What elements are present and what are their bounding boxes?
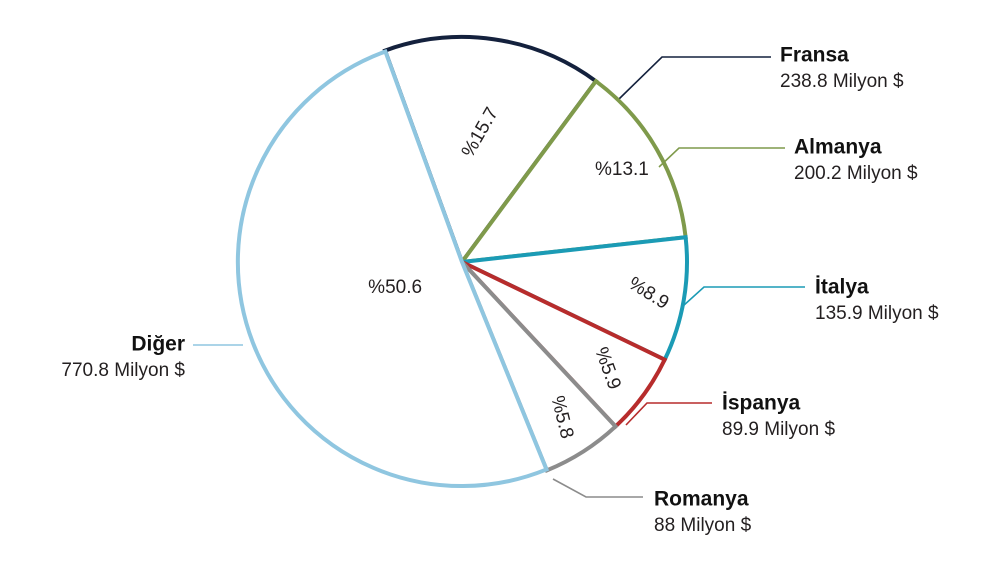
- slice-value-label: 770.8 Milyon $: [61, 360, 185, 381]
- leader-line: [552, 478, 643, 498]
- slice-name-label: Fransa: [780, 44, 849, 67]
- leader-line: [618, 56, 771, 100]
- slice-name-label: Almanya: [794, 136, 882, 159]
- pie-percent-label: %13.1: [595, 159, 649, 180]
- leader-line: [625, 402, 712, 426]
- pie-percent-label: %50.6: [368, 277, 422, 298]
- leader-line: [682, 286, 805, 307]
- slice-value-label: 238.8 Milyon $: [780, 71, 904, 92]
- slice-value-label: 89.9 Milyon $: [722, 419, 835, 440]
- slice-name-label: Diğer: [131, 333, 185, 356]
- pie-slice-6: [235, 48, 550, 489]
- slice-name-label: Romanya: [654, 488, 749, 511]
- pie-slice-2: [457, 78, 688, 265]
- leader-line: [658, 147, 785, 168]
- slice-name-label: İspanya: [722, 392, 801, 415]
- slice-value-label: 88 Milyon $: [654, 515, 752, 536]
- slice-value-label: 200.2 Milyon $: [794, 163, 918, 184]
- slice-name-label: İtalya: [815, 276, 869, 299]
- pie-slice-1: [382, 35, 599, 267]
- pie-slice-3: [454, 235, 689, 363]
- slice-value-label: 135.9 Milyon $: [815, 303, 939, 324]
